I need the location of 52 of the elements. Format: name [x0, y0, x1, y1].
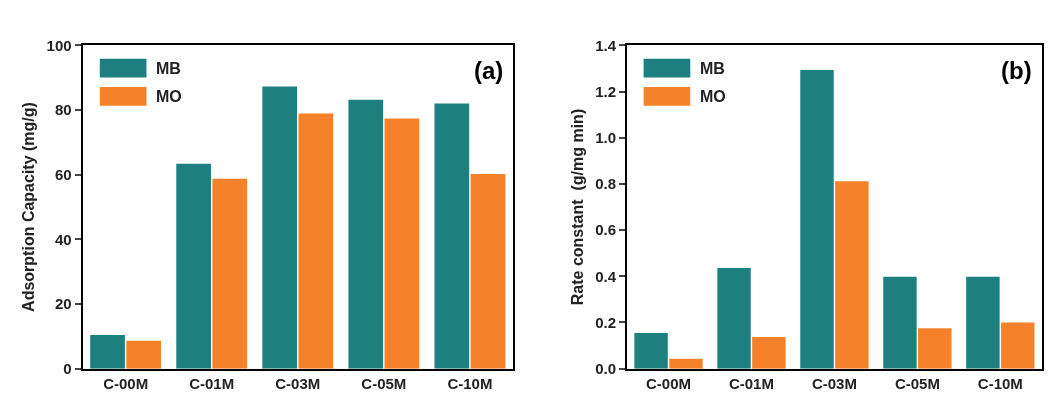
bar	[918, 328, 952, 369]
y-tick-label: 0.6	[595, 221, 617, 239]
y-tick-label: 40	[54, 230, 72, 248]
y-tick-label: 20	[54, 295, 72, 313]
bar	[752, 337, 786, 369]
bar	[126, 340, 162, 369]
bar	[717, 267, 751, 369]
bar	[176, 163, 211, 369]
bar	[90, 335, 125, 369]
bar	[262, 86, 298, 369]
y-tick-label: 0.8	[595, 175, 617, 193]
x-tick-label: C-10M	[977, 374, 1023, 392]
bar	[298, 113, 334, 369]
bar	[669, 358, 703, 369]
bar	[1001, 322, 1035, 369]
bar	[883, 276, 917, 369]
legend-label: MB	[700, 60, 725, 77]
annotation: (b)	[1001, 57, 1032, 84]
legend-label: MB	[156, 60, 181, 77]
bar	[212, 178, 248, 369]
y-tick-label: 100	[46, 36, 72, 54]
x-tick-label: C-10M	[447, 374, 493, 392]
x-tick-label: C-00M	[645, 374, 691, 392]
y-tick-label: 0.4	[595, 267, 617, 285]
y-tick-label: 80	[54, 101, 72, 119]
legend-label: MO	[156, 88, 182, 105]
y-axis-title: Adsorption Capacity (mg/g)	[19, 102, 37, 312]
x-tick-label: C-03M	[811, 374, 857, 392]
x-tick-label: C-01M	[728, 374, 774, 392]
bar	[800, 70, 834, 369]
bar	[434, 103, 470, 369]
y-tick-label: 60	[54, 165, 72, 183]
x-tick-label: C-03M	[275, 374, 321, 392]
y-tick-label: 0	[63, 359, 72, 377]
bar	[634, 333, 668, 369]
legend-label: MO	[700, 88, 726, 105]
bar	[835, 181, 869, 369]
bar	[384, 118, 420, 369]
annotation: (a)	[474, 57, 504, 84]
bar	[470, 174, 506, 369]
x-tick-label: C-00M	[103, 374, 149, 392]
y-tick-label: 1.0	[595, 128, 617, 146]
y-tick-label: 1.2	[595, 82, 617, 100]
x-tick-label: C-05M	[894, 374, 940, 392]
y-tick-label: 0.0	[595, 359, 617, 377]
y-axis-title: Rate constant (g/mg min)	[568, 108, 586, 306]
bar	[966, 276, 1000, 369]
bar	[348, 99, 384, 369]
x-tick-label: C-01M	[189, 374, 235, 392]
y-tick-label: 0.2	[595, 313, 617, 331]
x-tick-label: C-05M	[361, 374, 407, 392]
y-tick-label: 1.4	[595, 36, 617, 54]
